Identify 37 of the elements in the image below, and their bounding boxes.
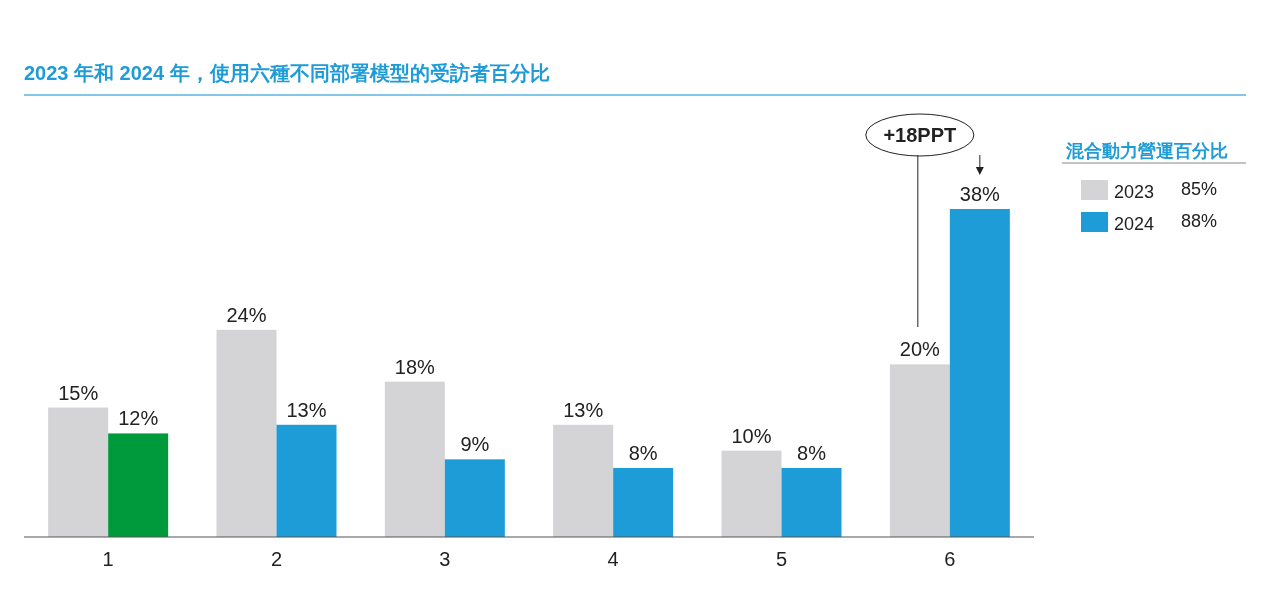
data-label: 15% <box>58 381 99 404</box>
x-tick-label: 4 <box>607 548 619 570</box>
data-label: 13% <box>286 398 327 421</box>
data-label: 8% <box>628 441 658 464</box>
data-label: 38% <box>959 183 1001 205</box>
data-label: 13% <box>563 398 604 421</box>
data-label: 12% <box>118 407 159 430</box>
bar <box>949 209 1010 537</box>
x-tick-label: 3 <box>439 548 451 570</box>
data-label: 9% <box>460 433 490 456</box>
chart-title: 2023 年和 2024 年，使用六種不同部署模型的受訪者百分比 <box>24 62 550 84</box>
legend-title: 混合動力營運百分比 <box>1065 141 1228 161</box>
bar <box>444 459 505 537</box>
x-tick-label: 5 <box>775 548 788 570</box>
bar <box>553 424 614 537</box>
bar <box>48 407 109 537</box>
bar <box>781 467 842 537</box>
bar <box>384 381 445 537</box>
bar <box>721 450 782 537</box>
bar <box>889 364 950 537</box>
bar <box>276 424 337 537</box>
text: 88% <box>1181 211 1218 231</box>
data-label: 20% <box>899 338 941 361</box>
legend-label: 2023 <box>1114 182 1155 202</box>
bar <box>613 467 674 537</box>
legend-label: 2024 <box>1114 214 1155 234</box>
x-tick-label: 1 <box>102 548 114 570</box>
data-label: 8% <box>797 441 827 464</box>
x-tick-label: 6 <box>944 548 956 570</box>
bar <box>108 433 169 537</box>
x-tick-label: 2 <box>270 548 283 570</box>
data-label: 18% <box>394 355 436 378</box>
text: 85% <box>1181 179 1218 199</box>
data-label: 24% <box>226 303 267 326</box>
text: +18PPT <box>883 124 957 146</box>
data-label: 10% <box>731 424 772 447</box>
bar <box>216 329 277 537</box>
